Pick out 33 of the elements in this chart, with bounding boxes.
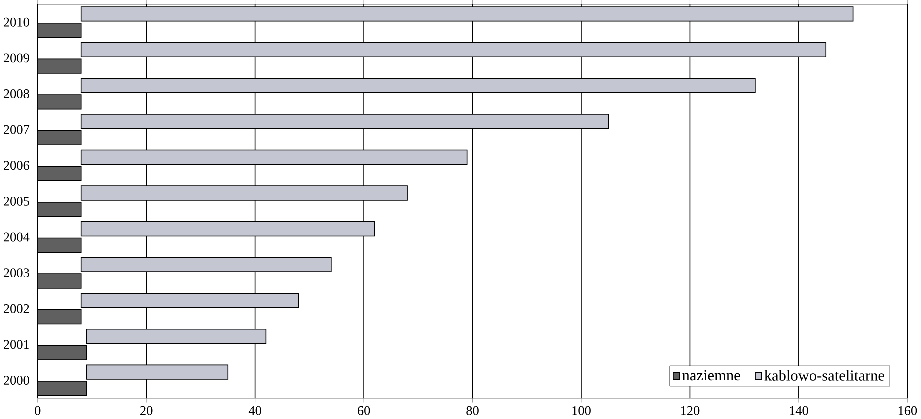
y-tick-label: 2008 xyxy=(4,90,30,99)
bar xyxy=(38,94,82,110)
bar xyxy=(38,166,82,182)
y-tick-label: 2010 xyxy=(4,18,30,27)
bar xyxy=(38,23,82,38)
x-tick-label: 60 xyxy=(358,406,370,416)
x-tick-label: 0 xyxy=(35,406,41,416)
y-tick-label: 2004 xyxy=(4,232,30,242)
bar xyxy=(38,58,82,74)
bar xyxy=(38,310,82,325)
legend-label: kablowo-satelitarne xyxy=(764,370,884,382)
bar xyxy=(38,274,82,289)
x-tick-label: 80 xyxy=(466,406,479,416)
x-tick-label: 120 xyxy=(681,406,700,416)
y-tick-label: 2007 xyxy=(4,125,30,134)
x-tick-label: 100 xyxy=(572,406,591,416)
x-tick-label: 160 xyxy=(898,406,918,416)
y-tick-label: 2001 xyxy=(4,340,30,350)
bar xyxy=(38,345,88,361)
y-tick-label: 2002 xyxy=(4,304,30,314)
bar xyxy=(38,130,82,146)
x-tick-label: 20 xyxy=(140,406,153,416)
y-tick-label: 2009 xyxy=(4,54,30,63)
bar xyxy=(38,202,82,218)
bar xyxy=(38,381,88,396)
legend-label: naziemne xyxy=(682,370,740,381)
bar xyxy=(38,238,82,254)
x-tick-label: 40 xyxy=(248,406,262,416)
y-tick-label: 2005 xyxy=(4,197,30,206)
y-tick-label: 2003 xyxy=(4,268,30,278)
y-tick-label: 2006 xyxy=(4,161,30,170)
y-tick-label: 2000 xyxy=(4,376,30,386)
x-tick-label: 140 xyxy=(790,406,808,416)
